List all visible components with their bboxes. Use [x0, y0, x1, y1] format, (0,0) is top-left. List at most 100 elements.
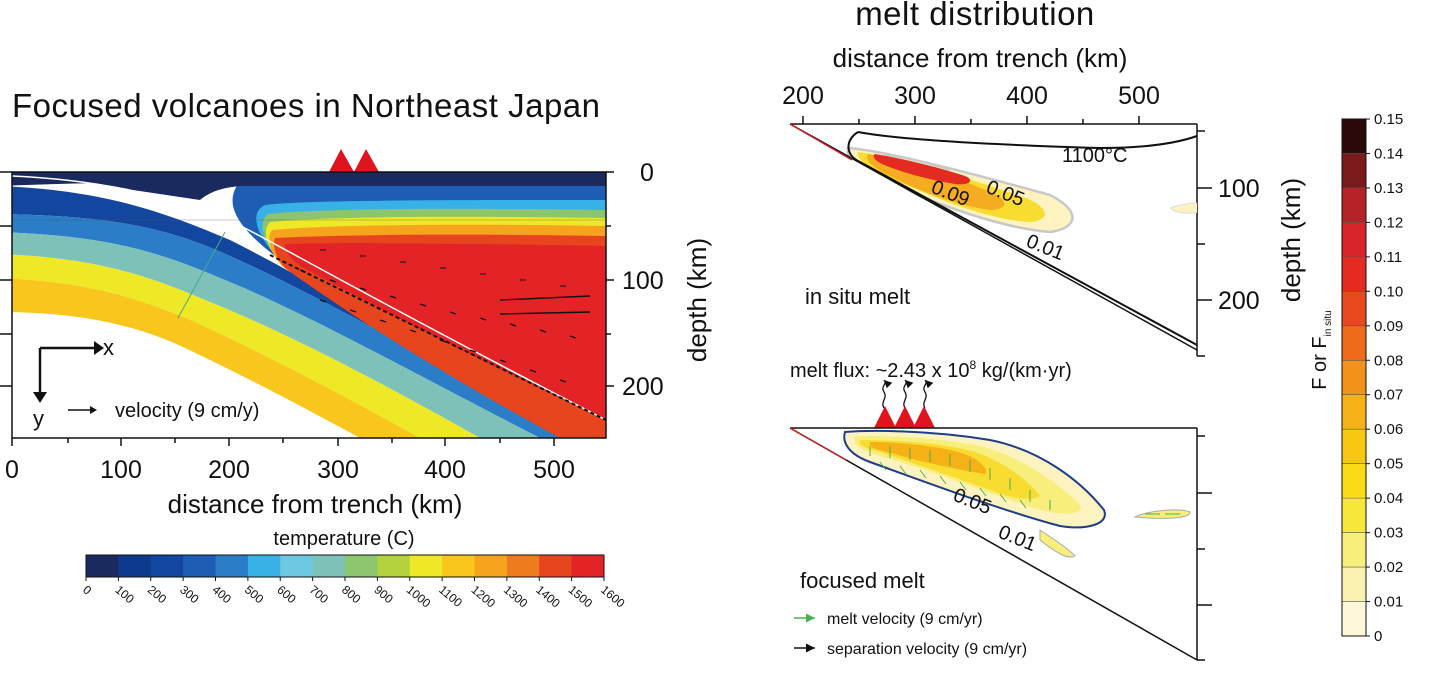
velocity-scale-label: velocity (9 cm/y)	[115, 400, 259, 422]
colorbar-segment	[345, 555, 378, 577]
colorbar-tick-label: 0.03	[1374, 525, 1403, 542]
x-tick-label: 400	[424, 456, 466, 484]
colorbar-tick-label: 1500	[566, 583, 596, 611]
legend-label: melt velocity (9 cm/yr)	[827, 611, 983, 628]
temperature-colorbar-ticks: 0 100 200 300 400 500 600 700 800 900 1000 1100 1200…	[80, 577, 628, 611]
x-tick-label: 200	[208, 456, 250, 484]
colorbar-segment	[215, 555, 249, 577]
colorbar-segment	[377, 555, 411, 577]
right-y-axis-label: depth (km)	[1276, 178, 1306, 302]
colorbar-tick-label: 500	[242, 583, 267, 607]
volcano-icons-left	[329, 149, 379, 172]
colorbar-tick-label: 0.13	[1374, 180, 1403, 197]
colorbar-segment	[1342, 498, 1366, 534]
melt-colorbar-label: F or Fin situ	[1309, 310, 1334, 389]
x-tick-label: 500	[533, 456, 575, 484]
colorbar-segment	[1342, 187, 1366, 223]
x-tick-label: 0	[5, 456, 19, 484]
volcano-icon	[894, 406, 916, 428]
colorbar-segment	[442, 555, 475, 577]
left-tick-marks	[0, 171, 614, 446]
contour-label: 0.01	[995, 521, 1039, 556]
colorbar-tick-label: 0.01	[1374, 594, 1403, 611]
colorbar-segment	[150, 555, 184, 577]
colorbar-tick-label: 0.06	[1374, 421, 1403, 438]
colorbar-tick-label: 1400	[533, 583, 563, 611]
colorbar-segment	[312, 555, 346, 577]
y-tick-label: 200	[622, 373, 664, 401]
colorbar-segment	[1342, 119, 1366, 154]
colorbar-segment	[183, 555, 216, 577]
colorbar-tick-label: 0.14	[1374, 145, 1403, 162]
insitu-melt-label: in situ melt	[805, 284, 910, 309]
legend-label: separation velocity (9 cm/yr)	[827, 641, 1027, 658]
melt-upwelling-arrows	[882, 379, 934, 409]
contour-label: 0.01	[1023, 230, 1067, 265]
colorbar-tick-label: 0.05	[1374, 456, 1403, 473]
colorbar-tick-label: 0.15	[1374, 111, 1403, 128]
colorbar-tick-label: 800	[339, 583, 364, 607]
axes-indicator: x y velocity (9 cm/y)	[33, 335, 259, 431]
melt-fraction-colorbar	[1341, 118, 1367, 637]
right-y-tick-labels: 100 200	[1218, 175, 1260, 315]
melt-velocity-vectors	[869, 446, 1180, 515]
colorbar-tick-label: 0.07	[1374, 387, 1403, 404]
left-title: Focused volcanoes in Northeast Japan	[12, 87, 601, 124]
y-tick-label: 100	[1218, 175, 1260, 203]
focused-right-ticks	[1197, 435, 1212, 661]
colorbar-segment	[118, 555, 152, 577]
x-tick-label: 300	[317, 456, 359, 484]
focused-melt-legend: melt velocity (9 cm/yr) separation veloc…	[794, 611, 1027, 658]
colorbar-tick-label: 0.08	[1374, 352, 1403, 369]
x-tick-label: 100	[100, 456, 142, 484]
melt-flux-text: melt flux: ~2.43 x 10	[790, 360, 970, 382]
melt-flux-exponent: 8	[970, 358, 977, 372]
x-tick-label: 300	[894, 82, 936, 110]
colorbar-tick-label: 1000	[404, 583, 434, 611]
colorbar-segment	[1342, 532, 1366, 568]
colorbar-tick-label: 300	[177, 583, 202, 607]
colorbar-tick-label: 700	[307, 583, 332, 607]
melt-flux-units: kg/(km·yr)	[976, 360, 1072, 382]
colorbar-tick-label: 100	[112, 583, 137, 607]
colorbar-tick-label: 0	[80, 583, 94, 598]
colorbar-tick-label: 0.10	[1374, 283, 1403, 300]
y-tick-label: 100	[622, 267, 664, 295]
colorbar-segment	[86, 555, 119, 577]
colorbar-segment	[1342, 567, 1366, 603]
y-tick-label: 200	[1218, 287, 1260, 315]
colorbar-segment	[1342, 222, 1366, 258]
melt-fraction-colorbar-ticks: 0.15 0.14 0.13 0.12 0.11 0.10 0.09 0.08 0.07 0.06…	[1366, 111, 1403, 645]
colorbar-segment	[1342, 291, 1366, 327]
y-axis-indicator-label: y	[33, 406, 44, 431]
x-tick-label: 200	[782, 82, 824, 110]
x-axis-indicator-label: x	[103, 335, 114, 360]
velocity-field	[299, 249, 591, 383]
temperature-field	[12, 172, 606, 438]
colorbar-tick-label: 200	[145, 583, 170, 607]
insitu-melt-plot: 1100°C 0.09 0.05 0.01 in situ melt	[789, 123, 1198, 356]
colorbar-segment	[539, 555, 573, 577]
x-tick-label: 400	[1006, 82, 1048, 110]
colorbar-tick-label: 1100	[436, 583, 465, 611]
melt-colorbar-label-sub: in situ	[1323, 310, 1334, 336]
colorbar-segment	[1342, 429, 1366, 465]
colorbar-segment	[506, 555, 540, 577]
temperature-colorbar	[85, 554, 605, 578]
colorbar-tick-label: 400	[210, 583, 235, 607]
right-title: melt distribution	[855, 0, 1095, 32]
colorbar-segment	[1342, 153, 1366, 189]
volcano-icon	[329, 149, 354, 172]
colorbar-frame	[1341, 118, 1367, 637]
colorbar-tick-label: 1300	[501, 583, 531, 611]
colorbar-segment	[1342, 256, 1366, 292]
colorbar-tick-label: 1200	[469, 583, 499, 611]
melt-colorbar-label-text: F or F	[1309, 336, 1331, 389]
colorbar-segment	[247, 555, 281, 577]
colorbar-tick-label: 0.04	[1374, 490, 1403, 507]
colorbar-segment	[1342, 601, 1366, 637]
right-top-ticks	[802, 116, 1212, 357]
colorbar-segment	[571, 555, 605, 577]
left-y-tick-labels: 0 100 200	[622, 159, 664, 401]
